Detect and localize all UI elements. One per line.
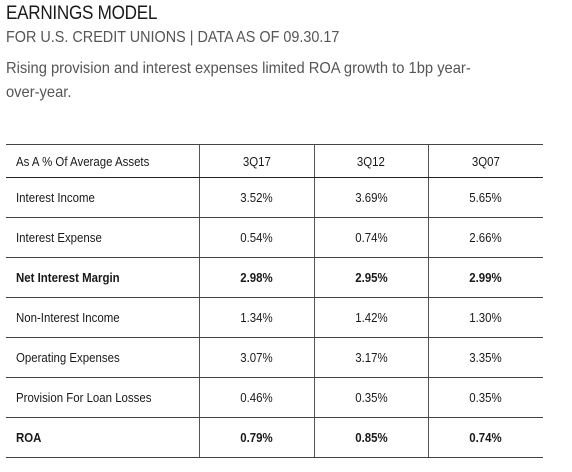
table-cell: 0.54% bbox=[198, 217, 314, 258]
table-header-row: As A % Of Average Assets 3Q17 3Q12 3Q07 bbox=[6, 144, 543, 178]
table-cell: 0.46% bbox=[198, 377, 314, 418]
table-cell: 0.79% bbox=[198, 417, 314, 458]
table-cell: 0.35% bbox=[313, 377, 428, 418]
earnings-table: As A % Of Average Assets 3Q17 3Q12 3Q07 … bbox=[6, 144, 543, 458]
table-body: Interest Income 3.52% 3.69% 5.65% Interest E… bbox=[6, 177, 543, 458]
table-cell: 1.30% bbox=[427, 297, 543, 338]
column-header: 3Q07 bbox=[427, 144, 543, 178]
table-cell: 1.42% bbox=[313, 297, 428, 338]
column-header: 3Q17 bbox=[198, 144, 314, 178]
table-row: Provision For Loan Losses 0.46% 0.35% 0.35% bbox=[6, 377, 543, 418]
column-header: As A % Of Average Assets bbox=[6, 144, 199, 178]
page-subtitle: FOR U.S. CREDIT UNIONS | DATA AS OF 09.3… bbox=[6, 29, 340, 46]
row-label: Non-Interest Income bbox=[6, 297, 199, 338]
row-label: Provision For Loan Losses bbox=[6, 377, 199, 418]
chart-caption: Rising provision and interest expenses l… bbox=[6, 60, 471, 101]
table-cell: 2.66% bbox=[427, 217, 543, 258]
table-row: Interest Expense 0.54% 0.74% 2.66% bbox=[6, 217, 543, 258]
table-cell: 0.35% bbox=[427, 377, 543, 418]
row-label: Operating Expenses bbox=[6, 337, 199, 378]
row-label: Interest Income bbox=[6, 177, 199, 218]
table-cell: 3.35% bbox=[427, 337, 543, 378]
table-row: ROA 0.79% 0.85% 0.74% bbox=[6, 417, 543, 458]
row-label: ROA bbox=[6, 417, 199, 458]
table-row: Operating Expenses 3.07% 3.17% 3.35% bbox=[6, 337, 543, 378]
table-cell: 3.07% bbox=[198, 337, 314, 378]
table-cell: 0.74% bbox=[427, 417, 543, 458]
table-row: Net Interest Margin 2.98% 2.95% 2.99% bbox=[6, 257, 543, 298]
table-cell: 2.98% bbox=[198, 257, 314, 298]
column-header: 3Q12 bbox=[313, 144, 428, 178]
row-label: Net Interest Margin bbox=[6, 257, 199, 298]
table-cell: 3.17% bbox=[313, 337, 428, 378]
table-cell: 5.65% bbox=[427, 177, 543, 218]
table-cell: 2.99% bbox=[427, 257, 543, 298]
table-cell: 0.74% bbox=[313, 217, 428, 258]
table-row: Non-Interest Income 1.34% 1.42% 1.30% bbox=[6, 297, 543, 338]
page-title: EARNINGS MODEL bbox=[6, 3, 158, 24]
table-row: Interest Income 3.52% 3.69% 5.65% bbox=[6, 177, 543, 218]
table-cell: 1.34% bbox=[198, 297, 314, 338]
table-cell: 0.85% bbox=[313, 417, 428, 458]
table-cell: 3.69% bbox=[313, 177, 428, 218]
table-cell: 2.95% bbox=[313, 257, 428, 298]
row-label: Interest Expense bbox=[6, 217, 199, 258]
table-cell: 3.52% bbox=[198, 177, 314, 218]
